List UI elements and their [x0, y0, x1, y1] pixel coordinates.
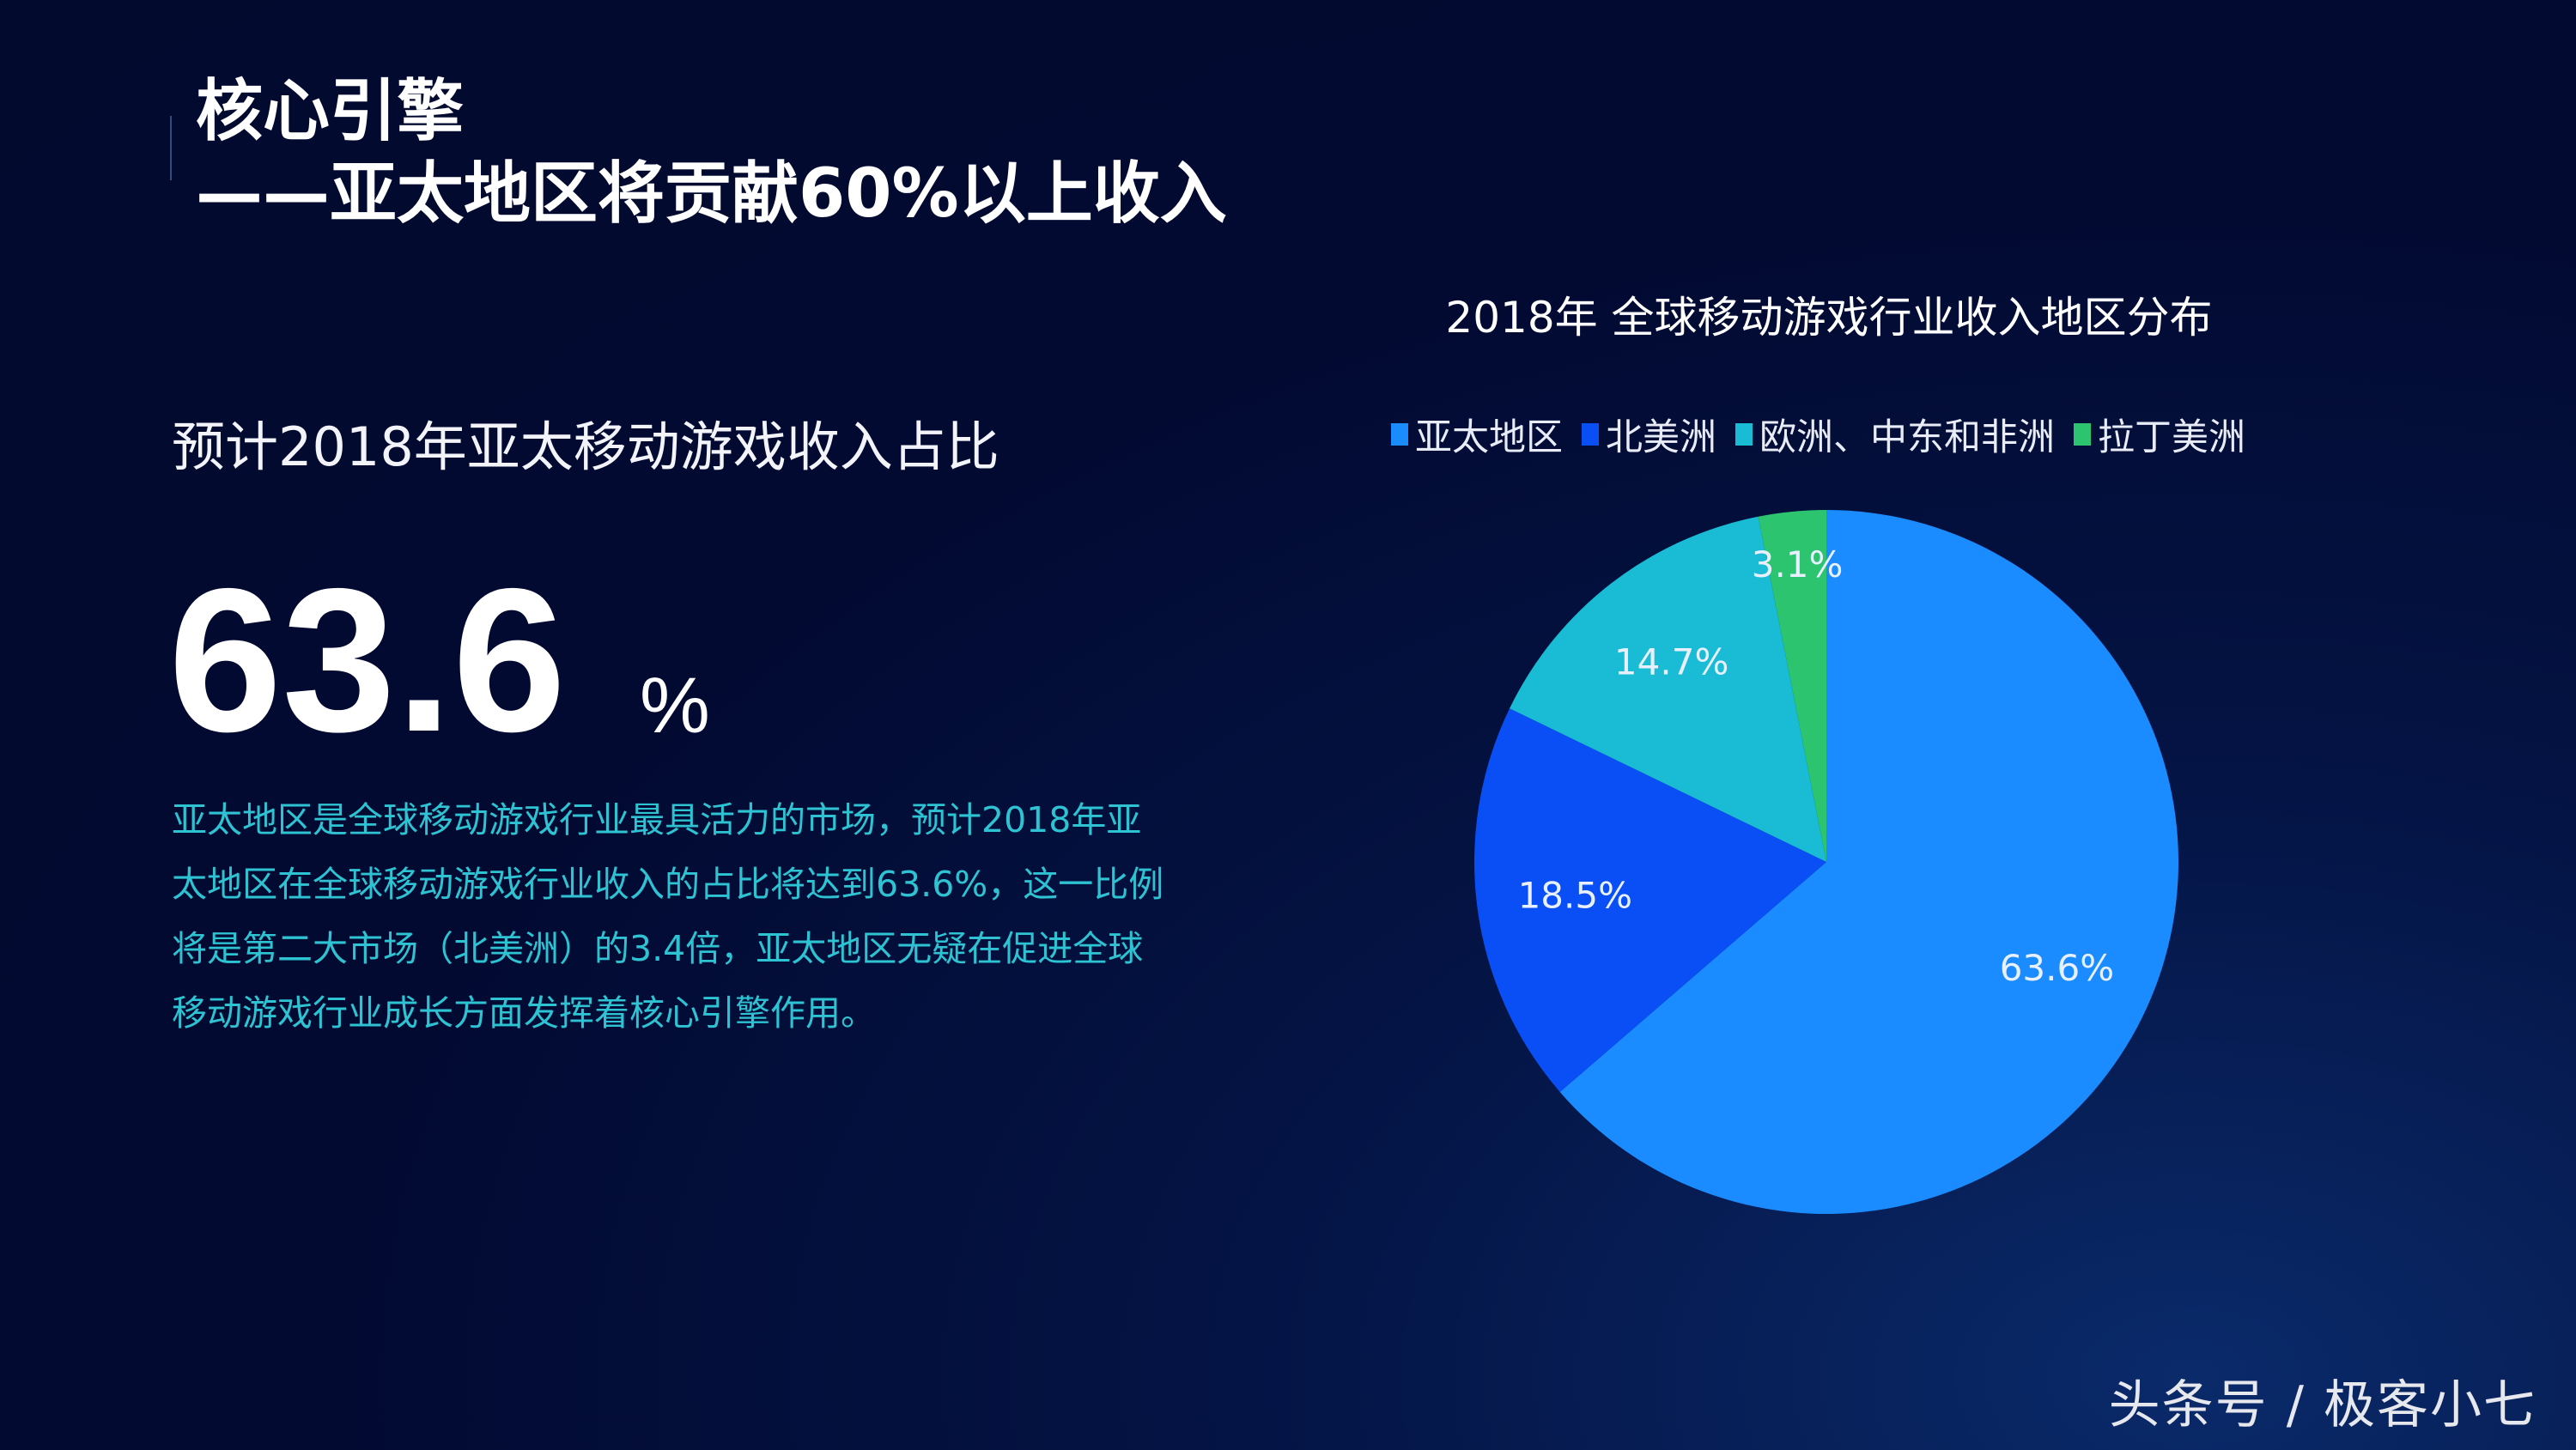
- pie-slice: [1474, 708, 1826, 1092]
- paragraph-line: 太地区在全球移动游戏行业收入的占比将达到63.6%，这一比例: [172, 864, 1164, 905]
- chart-legend: 亚太地区 北美洲 欧洲、中东和非洲 拉丁美洲: [1391, 408, 2245, 461]
- pie-data-label: 14.7%: [1614, 640, 1728, 683]
- legend-swatch: [1582, 423, 1599, 446]
- title-accent-line: [170, 116, 172, 180]
- paragraph-line: 亚太地区是全球移动游戏行业最具活力的市场，预计2018年亚: [172, 799, 1142, 840]
- legend-label: 亚太地区: [1415, 416, 1563, 459]
- paragraph-line: 移动游戏行业成长方面发挥着核心引擎作用。: [172, 992, 876, 1034]
- pie-data-label: 3.1%: [1752, 543, 1844, 585]
- pie-slice: [1758, 510, 1826, 862]
- legend-item: 欧洲、中东和非洲: [1735, 408, 2055, 461]
- stat-value: 63.6: [168, 547, 567, 774]
- page-subtitle: ——亚太地区将贡献60%以上收入: [196, 155, 1227, 233]
- legend-item: 北美洲: [1582, 408, 1716, 461]
- legend-swatch: [1391, 423, 1408, 446]
- pie-slice: [1559, 510, 2178, 1214]
- description-paragraph: 亚太地区是全球移动游戏行业最具活力的市场，预计2018年亚 太地区在全球移动游戏…: [172, 788, 1202, 1046]
- legend-swatch: [1735, 423, 1753, 446]
- watermark: 头条号 / 极客小七: [2108, 1375, 2537, 1435]
- legend-swatch: [2074, 423, 2091, 446]
- chart-title: 2018年 全球移动游戏行业收入地区分布: [1445, 293, 2213, 343]
- stat-unit: %: [640, 662, 710, 749]
- legend-label: 北美洲: [1606, 416, 1716, 459]
- legend-item: 拉丁美洲: [2074, 408, 2245, 461]
- legend-item: 亚太地区: [1391, 408, 1563, 461]
- stat-caption: 预计2018年亚太移动游戏收入占比: [172, 416, 999, 478]
- paragraph-line: 将是第二大市场（北美洲）的3.4倍，亚太地区无疑在促进全球: [172, 928, 1144, 969]
- pie-slice: [1510, 516, 1826, 862]
- pie-data-label: 63.6%: [2000, 947, 2114, 989]
- legend-label: 欧洲、中东和非洲: [1759, 416, 2055, 459]
- pie-data-label: 18.5%: [1518, 874, 1632, 916]
- page-title: 核心引擎: [196, 73, 465, 150]
- legend-label: 拉丁美洲: [2098, 416, 2245, 459]
